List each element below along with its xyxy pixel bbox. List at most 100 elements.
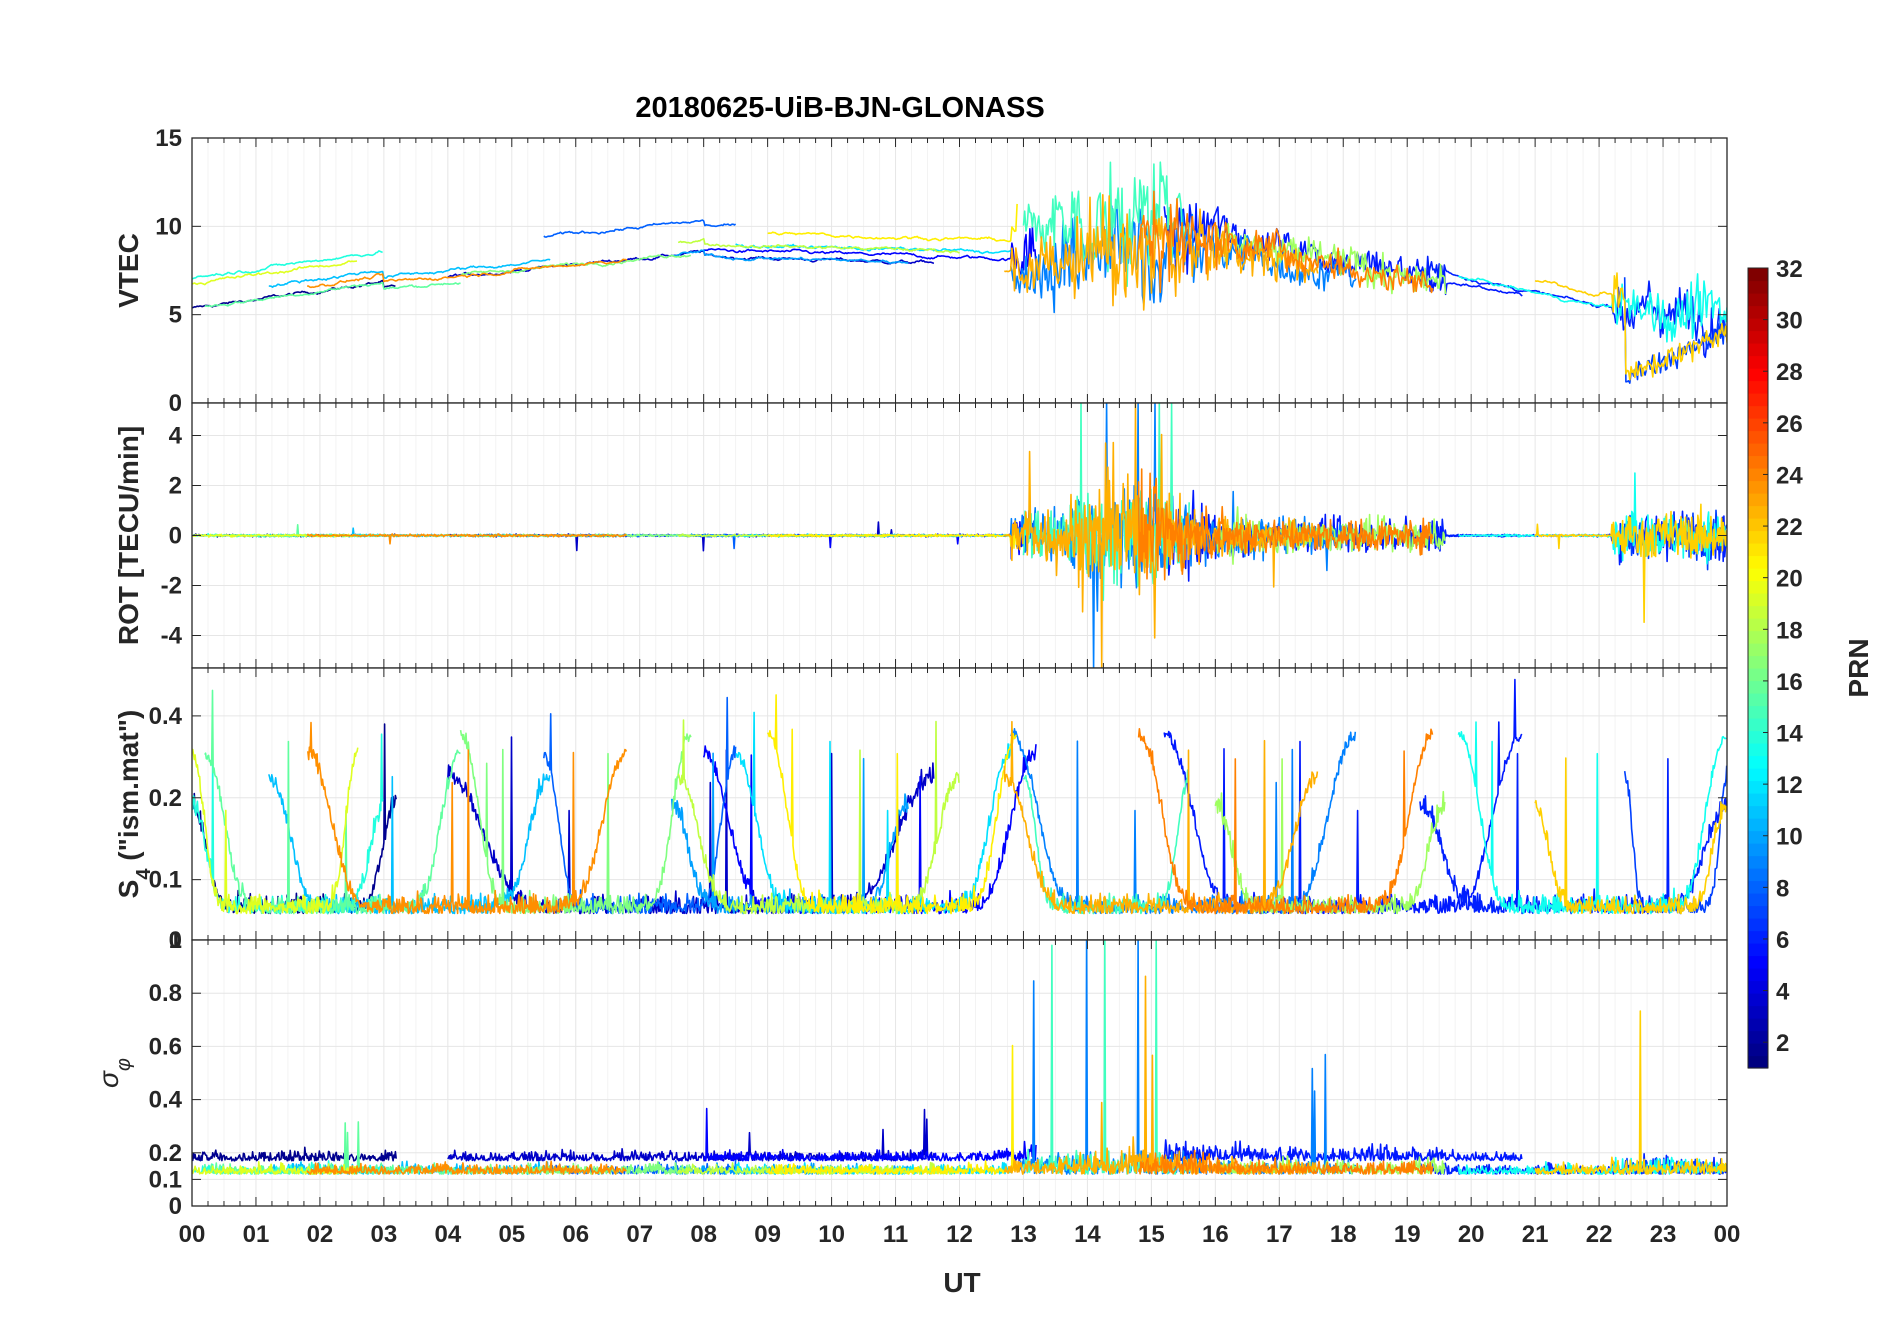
colorbar-segment (1748, 680, 1768, 694)
x-tick-label: 01 (243, 1221, 270, 1248)
x-tick-label: 16 (1202, 1221, 1229, 1248)
colorbar-segment (1748, 818, 1768, 832)
colorbar-tick-label: 2 (1776, 1030, 1789, 1057)
colorbar-segment (1748, 955, 1768, 969)
colorbar-segment (1748, 668, 1768, 682)
colorbar-tick-label: 16 (1776, 669, 1803, 696)
series-line-sigma-prn-1 (192, 1146, 397, 1162)
colorbar-segment (1748, 280, 1768, 294)
x-tick-label: 12 (946, 1221, 973, 1248)
x-tick-label: 07 (626, 1221, 653, 1248)
series-line-rot-prn-21 (767, 524, 1018, 549)
colorbar-segment (1748, 418, 1768, 432)
series-line-vtec-prn-7 (543, 219, 737, 238)
colorbar-segment (1748, 505, 1768, 519)
series-line-vtec-prn-10 (268, 258, 551, 289)
colorbar-segment (1748, 443, 1768, 457)
colorbar-segment (1748, 930, 1768, 944)
panel-s4: 0 0.1 0.2 0.4S4 ("ism.mat") (113, 667, 1728, 954)
colorbar-segment (1748, 855, 1768, 869)
colorbar-tick-label: 30 (1776, 308, 1803, 335)
y-tick-label: 0 (169, 523, 182, 550)
colorbar-segment (1748, 318, 1768, 332)
y-tick-label: -2 (161, 573, 182, 600)
colorbar-segment (1748, 918, 1768, 932)
colorbar-segment (1748, 468, 1768, 482)
x-tick-label: 03 (371, 1221, 398, 1248)
x-tick-label: 14 (1074, 1221, 1101, 1248)
series-line-vtec-prn-19 (677, 237, 960, 254)
colorbar-segment (1748, 355, 1768, 369)
colorbar-segment (1748, 793, 1768, 807)
colorbar-segment (1748, 768, 1768, 782)
colorbar-segment (1748, 1055, 1768, 1069)
y-tick-label: 5 (169, 302, 182, 329)
colorbar-tick-label: 6 (1776, 927, 1789, 954)
colorbar-segment (1748, 693, 1768, 707)
series-line-s4-prn-24 (307, 721, 628, 915)
colorbar-segment (1748, 368, 1768, 382)
series-line-sigma-prn-3 (702, 1107, 1037, 1162)
series-line-sigma-prn-21 (766, 1044, 1018, 1175)
colorbar-segment (1748, 743, 1768, 757)
colorbar-segment (1748, 655, 1768, 669)
colorbar-segment (1748, 480, 1768, 494)
colorbar-segment (1748, 780, 1768, 794)
colorbar-segment (1748, 605, 1768, 619)
x-tick-label: 05 (498, 1221, 525, 1248)
colorbar-tick-label: 12 (1776, 772, 1803, 799)
x-tick-label: 15 (1138, 1221, 1165, 1248)
colorbar-segment (1748, 568, 1768, 582)
y-tick-label: -4 (161, 623, 183, 650)
series-line-s4-prn-17 (459, 729, 692, 915)
colorbar-segment (1748, 868, 1768, 882)
series-line-vtec-prn-23 (1004, 194, 1319, 311)
colorbar-segment (1748, 618, 1768, 632)
colorbar-segment (1748, 430, 1768, 444)
series-line-rot-prn-24 (306, 533, 627, 545)
colorbar-segment (1748, 455, 1768, 469)
panel-vtec: 0 5 10 15 VTEC (113, 125, 1728, 417)
colorbar-segment (1748, 305, 1768, 319)
colorbar-tick-label: 18 (1776, 617, 1803, 644)
colorbar-segment (1748, 330, 1768, 344)
colorbar-segment (1748, 293, 1768, 307)
series-line-rot-prn-18 (1214, 506, 1446, 565)
colorbar-tick-label: 22 (1776, 514, 1803, 541)
x-axis-label: UT (943, 1267, 980, 1298)
series-line-sigma-prn-24 (306, 1160, 627, 1175)
series-line-sigma-prn-12 (1457, 1156, 1727, 1175)
y-axis-label-vtec: VTEC (113, 233, 144, 308)
series-line-s4-prn-20 (192, 747, 359, 915)
x-tick-label: 10 (818, 1221, 845, 1248)
y-tick-label: 0.1 (149, 867, 182, 894)
series-line-vtec-prn-16 (204, 281, 461, 308)
series-line-vtec-prn-22 (1534, 272, 1727, 381)
colorbar-segment (1748, 1005, 1768, 1019)
colorbar-tick-label: 26 (1776, 411, 1803, 438)
series-line-sigma-prn-22 (1534, 1010, 1727, 1175)
colorbar-segment (1748, 755, 1768, 769)
colorbar-label: PRN (1843, 638, 1874, 697)
colorbar-segment (1748, 843, 1768, 857)
series-group-s4 (192, 678, 1727, 915)
colorbar-segment (1748, 268, 1768, 282)
y-tick-label: 0.4 (149, 1087, 183, 1114)
x-tick-label: 20 (1458, 1221, 1485, 1248)
colorbar-segment (1748, 405, 1768, 419)
y-tick-label: 0 (169, 390, 182, 417)
series-line-sigma-prn-19 (677, 1161, 960, 1175)
series-line-rot-prn-24b (1137, 468, 1434, 581)
colorbar-tick-label: 8 (1776, 875, 1789, 902)
colorbar-segment (1748, 593, 1768, 607)
y-tick-label: 10 (155, 213, 182, 240)
colorbar-segment (1748, 805, 1768, 819)
y-tick-label: 1 (169, 927, 182, 954)
series-line-rot-prn-22 (1534, 503, 1727, 624)
colorbar-tick-label: 14 (1776, 721, 1803, 748)
x-tick-label: 23 (1650, 1221, 1677, 1248)
series-line-vtec-prn-3 (703, 226, 1037, 275)
series-line-vtec-prn-9 (671, 249, 909, 264)
